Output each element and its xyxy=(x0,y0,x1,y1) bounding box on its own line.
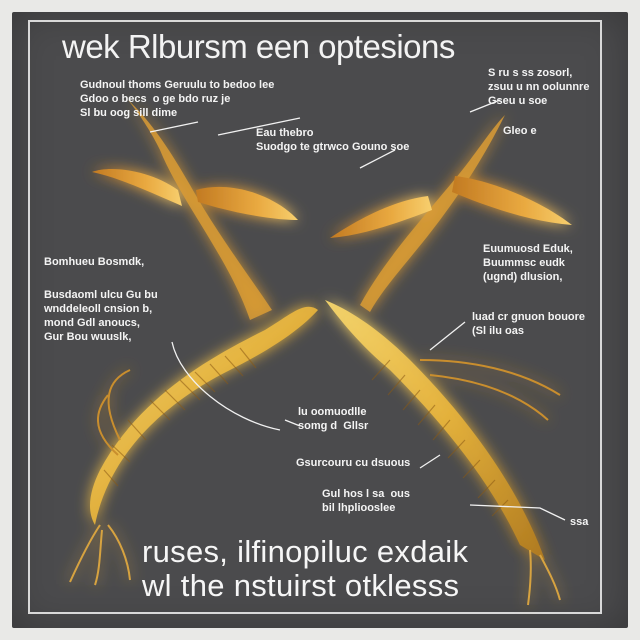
annotation-top-left: Gudnoul thoms Geruulu to bedoo lee Gdoo … xyxy=(80,79,275,119)
annotation-center-3: Gul hos l sa ous bil lhpliooslee xyxy=(322,488,411,514)
left-creature xyxy=(69,100,318,586)
annotation-top-mid: Eau thebro Suodgo te gtrwco Gouno soe xyxy=(256,127,410,153)
right-creature xyxy=(325,115,572,606)
poster-title: wek Rlbursm een optesions xyxy=(62,28,455,65)
annotation-right-small: Gleo e xyxy=(503,125,537,137)
annotation-left-2: Busdaoml ulcu Gu bu wnddeleoll cnsion b,… xyxy=(44,289,158,343)
leader-lines xyxy=(149,99,566,521)
annotation-center-2: Gsurcouru cu dsuous xyxy=(296,457,411,469)
annotation-right-2: luad cr gnuon bouore (Sl ilu oas xyxy=(472,311,586,337)
poster-border xyxy=(28,20,602,614)
annotation-left-1: Bomhueu Bosmdk, xyxy=(44,256,145,268)
annotation-right-3: ssa xyxy=(570,516,589,528)
annotation-top-right: S ru s ss zosorl, zsuu u nn oolunnre Gse… xyxy=(488,67,590,107)
annotation-center-1: lu oomuodlle somg d Gllsr xyxy=(298,406,369,432)
poster-caption: ruses, ilfinopiluc exdaik wl the nstuirs… xyxy=(142,534,469,603)
annotation-right-1: Euumuosd Eduk, Buummsc eudk (ugnd) dlusi… xyxy=(483,243,573,283)
